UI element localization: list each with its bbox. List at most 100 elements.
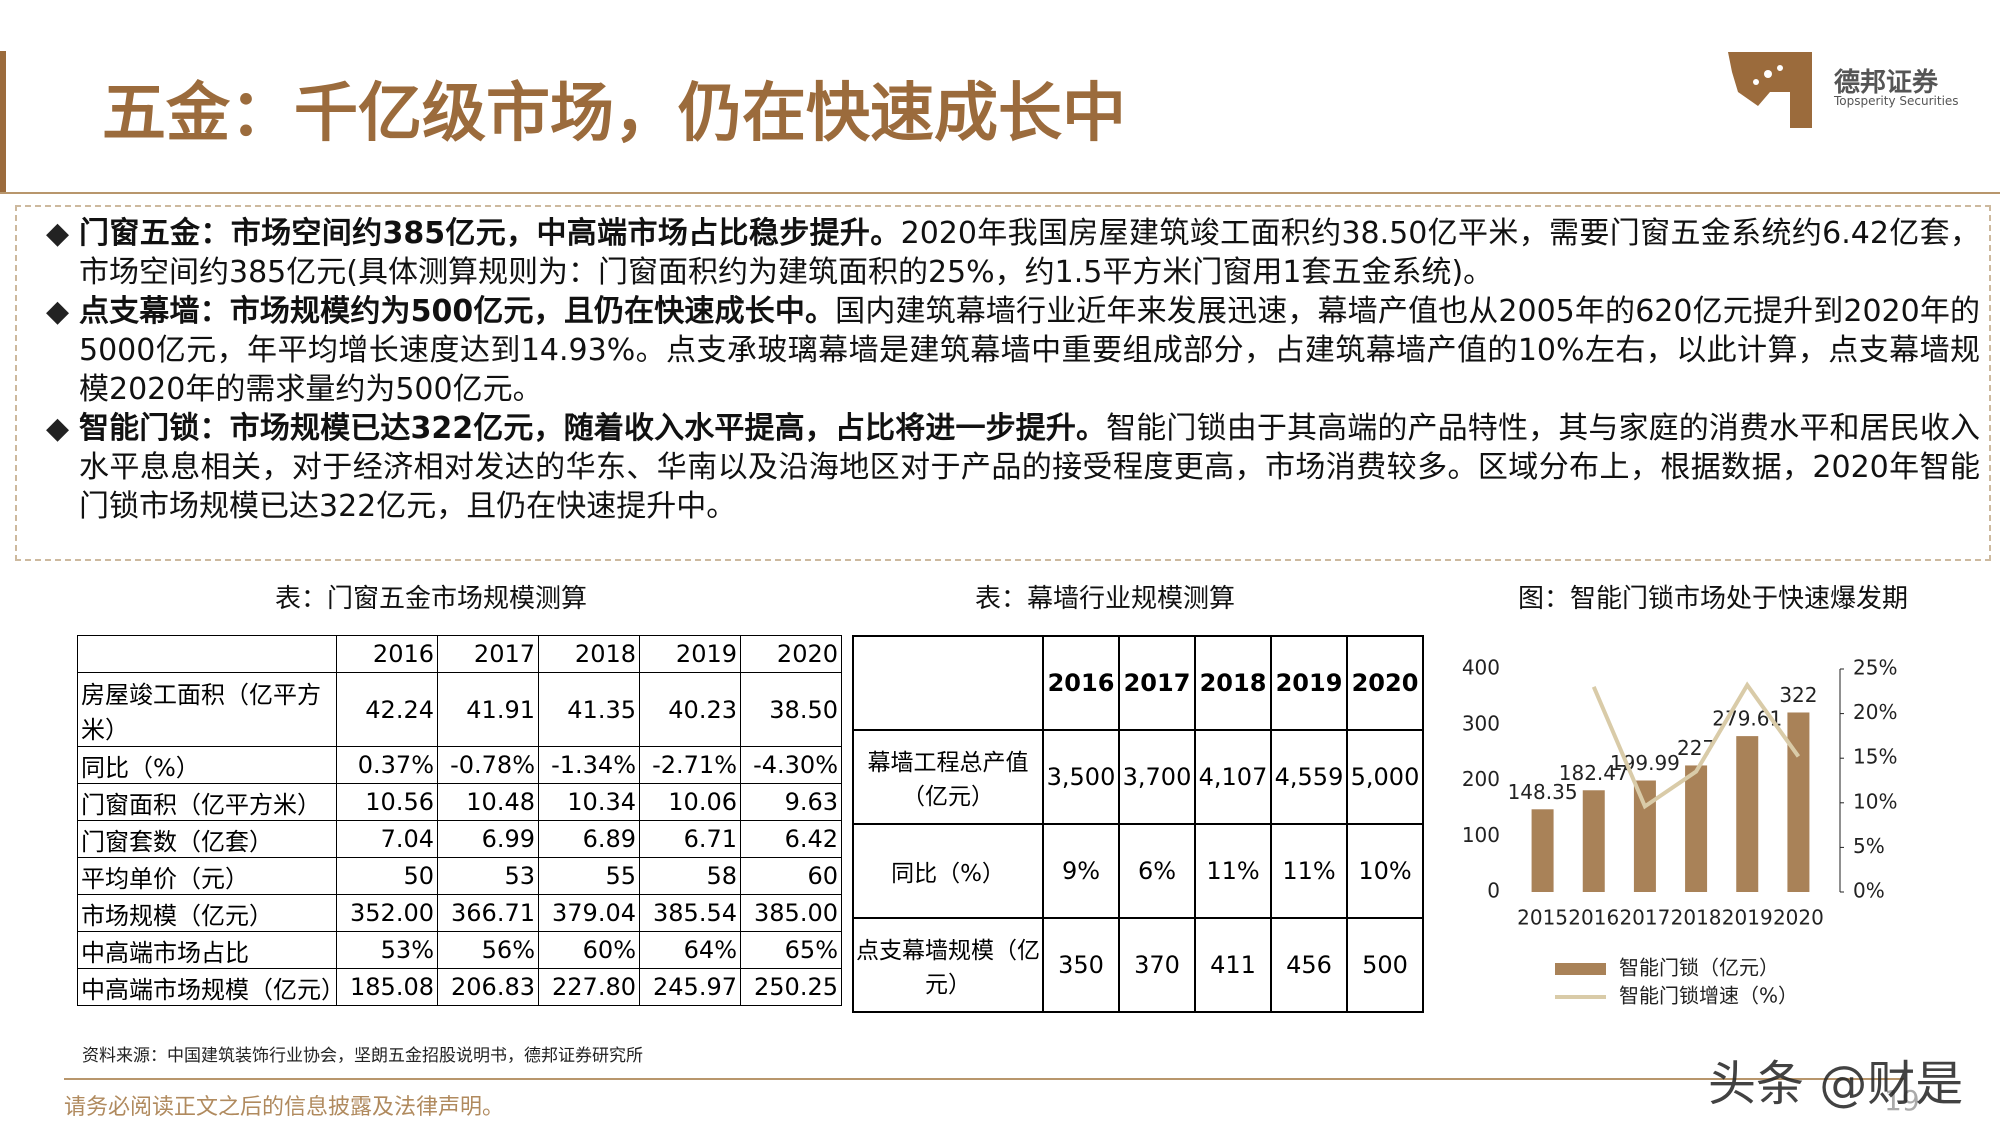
value-cell: 58 bbox=[639, 857, 741, 895]
value-cell: 0.37% bbox=[336, 746, 438, 784]
column-header: 2018 bbox=[538, 635, 640, 673]
table-caption: 表：幕墙行业规模测算 bbox=[975, 584, 1236, 614]
y-tick-label: 100 bbox=[1462, 823, 1500, 847]
value-cell: 11% bbox=[1194, 823, 1272, 919]
value-cell: 53% bbox=[336, 931, 438, 969]
value-cell: 10% bbox=[1346, 823, 1424, 919]
value-cell: 6.71 bbox=[639, 820, 741, 858]
value-cell: 350 bbox=[1042, 917, 1120, 1013]
value-cell: 41.35 bbox=[538, 672, 640, 747]
row-label: 房屋竣工面积（亿平方米） bbox=[77, 672, 337, 747]
value-cell: 10.34 bbox=[538, 783, 640, 821]
watermark: 头条 @财是 bbox=[1708, 1056, 1964, 1112]
value-cell: 370 bbox=[1118, 917, 1196, 1013]
source-note: 资料来源：中国建筑装饰行业协会，坚朗五金招股说明书，德邦证券研究所 bbox=[82, 1046, 643, 1066]
bullet-text: 国内建筑幕墙行业近年来发展迅速，幕墙产值也从2005年的620亿元提升到2020… bbox=[79, 294, 1980, 407]
row-label: 点支幕墙规模（亿元） bbox=[852, 917, 1044, 1013]
value-cell: 6.99 bbox=[437, 820, 539, 858]
hardware-table: 2016 2017 2018 2019 2020 房屋竣工面积（亿平方米） 42.24 41.… bbox=[77, 635, 842, 1006]
table-row: 门窗面积（亿平方米） 10.56 10.48 10.34 10.06 9.63 bbox=[77, 783, 842, 821]
bullet: ◆ 点支幕墙：市场规模约为500亿元，且仍在快速成长中。国内建筑幕墙行业近年来发展… bbox=[46, 294, 1980, 407]
bullet-text: 智能门锁由于其高端的产品特性，其与家庭的消费水平和居民收入水平息息相关，对于经济… bbox=[79, 411, 1980, 524]
disclaimer: 请务必阅读正文之后的信息披露及法律声明。 bbox=[64, 1095, 505, 1120]
table-row: 市场规模（亿元） 352.00 366.71 379.04 385.54 385.00 bbox=[77, 894, 842, 932]
value-cell: 9.63 bbox=[740, 783, 842, 821]
logo-name: 德邦证券 bbox=[1834, 68, 1939, 98]
value-cell: 64% bbox=[639, 931, 741, 969]
bullet-heading: 智能门锁：市场规模已达322亿元，随着收入水平提高，占比将进一步提升。 bbox=[79, 411, 1107, 446]
table-row: 中高端市场规模（亿元） 185.08 206.83 227.80 245.97 250.2… bbox=[77, 968, 842, 1006]
bar bbox=[1685, 765, 1708, 892]
header-row: 2016 2017 2018 2019 2020 bbox=[852, 635, 1424, 731]
column-header: 2019 bbox=[1270, 635, 1348, 731]
value-cell: 250.25 bbox=[740, 968, 842, 1006]
bar bbox=[1787, 712, 1810, 892]
y-tick-label: 400 bbox=[1462, 656, 1500, 680]
table-row: 平均单价（元） 50 53 55 58 60 bbox=[77, 857, 842, 895]
value-cell: 11% bbox=[1270, 823, 1348, 919]
corner-cell bbox=[77, 635, 337, 673]
column-header: 2017 bbox=[1118, 635, 1196, 731]
bullet-text: 2020年我国房屋建筑竣工面积约38.50亿平米，需要门窗五金系统约6.42亿套… bbox=[79, 216, 1980, 290]
page-title: 五金：千亿级市场，仍在快速成长中 bbox=[102, 77, 1126, 151]
value-cell: 185.08 bbox=[336, 968, 438, 1006]
row-label: 同比（%） bbox=[77, 746, 337, 784]
value-cell: 366.71 bbox=[437, 894, 539, 932]
bar-value-label: 148.35 bbox=[1508, 780, 1578, 804]
summary-box bbox=[15, 205, 1991, 561]
value-cell: 385.54 bbox=[639, 894, 741, 932]
value-cell: 10.48 bbox=[437, 783, 539, 821]
value-cell: 500 bbox=[1346, 917, 1424, 1013]
table-row: 中高端市场占比 53% 56% 60% 64% 65% bbox=[77, 931, 842, 969]
bullet-heading: 点支幕墙：市场规模约为500亿元，且仍在快速成长中。 bbox=[79, 294, 836, 329]
y2-tick-label: 0% bbox=[1853, 879, 1885, 903]
table-caption: 表：门窗五金市场规模测算 bbox=[275, 584, 588, 614]
value-cell: 6% bbox=[1118, 823, 1196, 919]
value-cell: 7.04 bbox=[336, 820, 438, 858]
value-cell: 53 bbox=[437, 857, 539, 895]
y-tick-label: 0 bbox=[1487, 879, 1500, 903]
header-row: 2016 2017 2018 2019 2020 bbox=[77, 635, 842, 673]
footer-rule bbox=[64, 1078, 1904, 1080]
y-tick-label: 200 bbox=[1462, 767, 1500, 791]
y2-tick-label: 25% bbox=[1853, 656, 1897, 680]
value-cell: 456 bbox=[1270, 917, 1348, 1013]
column-header: 2017 bbox=[437, 635, 539, 673]
table-row: 门窗套数（亿套） 7.04 6.99 6.89 6.71 6.42 bbox=[77, 820, 842, 858]
value-cell: 40.23 bbox=[639, 672, 741, 747]
page-number: 19 bbox=[1884, 1084, 1920, 1117]
logo-icon bbox=[1728, 52, 1812, 128]
row-label: 中高端市场占比 bbox=[77, 931, 337, 969]
value-cell: 65% bbox=[740, 931, 842, 969]
accent-bar bbox=[0, 51, 6, 192]
corner-cell bbox=[852, 635, 1044, 731]
row-label: 门窗套数（亿套） bbox=[77, 820, 337, 858]
value-cell: 56% bbox=[437, 931, 539, 969]
row-label: 门窗面积（亿平方米） bbox=[77, 783, 337, 821]
value-cell: -4.30% bbox=[740, 746, 842, 784]
bullet-heading: 门窗五金：市场空间约385亿元，中高端市场占比稳步提升。 bbox=[79, 216, 901, 251]
bar bbox=[1736, 736, 1759, 892]
bar-value-label: 322 bbox=[1779, 683, 1817, 707]
bullet: ◆ 智能门锁：市场规模已达322亿元，随着收入水平提高，占比将进一步提升。智能门锁… bbox=[46, 411, 1980, 524]
value-cell: 9% bbox=[1042, 823, 1120, 919]
column-header: 2016 bbox=[1042, 635, 1120, 731]
value-cell: 50 bbox=[336, 857, 438, 895]
bar bbox=[1531, 809, 1554, 892]
row-label: 中高端市场规模（亿元） bbox=[77, 968, 345, 1006]
y2-tick-label: 15% bbox=[1853, 745, 1897, 769]
y2-tick-label: 5% bbox=[1853, 834, 1885, 858]
curtain-wall-table: 2016 2017 2018 2019 2020 幕墙工程总产值（亿元） 3,500 3,70… bbox=[852, 635, 1424, 1013]
value-cell: 227.80 bbox=[538, 968, 640, 1006]
x-tick-label: 2019 bbox=[1722, 906, 1773, 930]
bullet: ◆ 门窗五金：市场空间约385亿元，中高端市场占比稳步提升。2020年我国房屋建筑… bbox=[46, 216, 1980, 290]
y-tick-label: 300 bbox=[1462, 711, 1500, 735]
legend-swatch bbox=[1555, 963, 1606, 975]
row-label: 同比（%） bbox=[852, 823, 1044, 919]
logo-sub: Topsperity Securities bbox=[1834, 94, 1959, 108]
legend-label: 智能门锁增速（%） bbox=[1619, 984, 1798, 1008]
table-row: 房屋竣工面积（亿平方米） 42.24 41.91 41.35 40.23 38.50 bbox=[77, 672, 842, 747]
value-cell: 245.97 bbox=[639, 968, 741, 1006]
x-tick-label: 2015 bbox=[1517, 906, 1568, 930]
header-rule bbox=[0, 192, 2000, 194]
